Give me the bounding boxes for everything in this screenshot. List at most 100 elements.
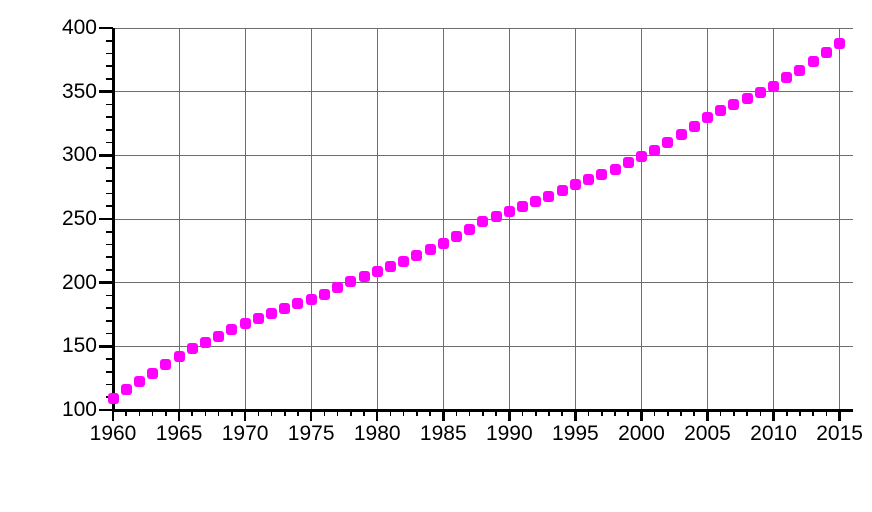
- data-point-1986: [450, 231, 462, 243]
- y-minor-tick-290: [106, 167, 113, 169]
- data-point-2012: [794, 64, 806, 76]
- x-tick-label-1980: 1980: [353, 422, 401, 445]
- data-point-1977: [332, 282, 344, 294]
- x-minor-tick-1962: [138, 410, 141, 416]
- y-minor-tick-140: [106, 358, 113, 360]
- x-minor-tick-1973: [283, 410, 286, 416]
- x-minor-tick-1993: [548, 410, 550, 416]
- data-point-1981: [384, 260, 396, 272]
- y-major-tick-200: [99, 281, 113, 284]
- x-minor-tick-1984: [429, 410, 431, 416]
- x-minor-tick-1976: [323, 410, 326, 416]
- y-minor-tick-240: [106, 230, 113, 233]
- data-point-2013: [807, 55, 819, 67]
- y-minor-tick-170: [106, 320, 113, 322]
- y-minor-tick-210: [106, 269, 113, 271]
- y-minor-tick-280: [106, 180, 113, 182]
- y-minor-tick-130: [106, 371, 113, 373]
- v-gridline-1985: [442, 28, 444, 410]
- h-gridline-300: [113, 154, 853, 156]
- x-minor-tick-2002: [667, 410, 669, 416]
- x-tick-label-2010: 2010: [750, 422, 797, 445]
- x-major-tick-1985: [442, 410, 445, 421]
- data-point-1993: [543, 190, 555, 202]
- data-point-1994: [556, 185, 568, 197]
- y-major-tick-300: [99, 154, 113, 157]
- y-tick-label-350: 350: [61, 79, 97, 103]
- x-minor-tick-2001: [653, 410, 656, 416]
- y-minor-tick-380: [106, 52, 113, 55]
- data-point-1992: [530, 195, 542, 207]
- data-point-1997: [596, 168, 608, 180]
- v-gridline-1965: [178, 28, 180, 410]
- data-point-1970: [239, 317, 251, 329]
- x-minor-tick-1983: [416, 410, 418, 416]
- x-major-tick-1990: [508, 410, 511, 421]
- x-minor-tick-1994: [561, 410, 563, 416]
- x-minor-tick-1982: [402, 410, 405, 416]
- x-major-tick-2015: [838, 410, 841, 421]
- x-minor-tick-1987: [468, 410, 471, 416]
- y-major-tick-400: [99, 26, 113, 30]
- x-minor-tick-2011: [785, 410, 788, 416]
- data-point-1996: [583, 174, 595, 186]
- x-minor-tick-2009: [759, 410, 762, 416]
- data-point-1971: [252, 312, 264, 324]
- x-minor-tick-2012: [799, 410, 801, 416]
- y-minor-tick-360: [106, 78, 113, 80]
- x-minor-tick-1996: [587, 410, 590, 416]
- v-gridline-2005: [706, 28, 708, 410]
- y-tick-label-400: 400: [61, 16, 97, 39]
- y-major-tick-100: [99, 408, 113, 412]
- x-minor-tick-1964: [165, 410, 167, 416]
- y-minor-tick-120: [106, 383, 113, 386]
- x-minor-tick-1986: [455, 410, 458, 416]
- data-point-1991: [517, 200, 529, 212]
- data-point-2008: [741, 92, 753, 104]
- x-major-tick-1960: [111, 410, 115, 421]
- data-point-2011: [781, 72, 793, 84]
- x-minor-tick-1997: [601, 410, 603, 416]
- y-tick-label-300: 300: [61, 143, 97, 167]
- x-minor-tick-1989: [495, 410, 497, 416]
- v-gridline-1970: [244, 28, 246, 410]
- data-point-1964: [160, 358, 172, 370]
- data-point-1989: [490, 210, 502, 222]
- x-tick-label-2015: 2015: [816, 422, 863, 445]
- data-point-2007: [728, 98, 740, 110]
- data-point-1995: [569, 179, 581, 191]
- y-minor-tick-320: [106, 129, 113, 131]
- h-gridline-400: [113, 27, 853, 29]
- v-gridline-2015: [839, 28, 841, 410]
- data-point-1990: [503, 205, 515, 217]
- x-minor-tick-2007: [733, 410, 735, 416]
- x-minor-tick-1988: [482, 410, 484, 416]
- data-point-2009: [754, 87, 766, 99]
- y-minor-tick-340: [106, 103, 113, 106]
- data-point-1962: [133, 376, 145, 388]
- x-major-tick-1975: [309, 410, 313, 421]
- data-point-2002: [662, 137, 674, 149]
- x-minor-tick-1971: [257, 410, 260, 416]
- x-minor-tick-1963: [151, 410, 154, 416]
- x-tick-label-2005: 2005: [684, 422, 731, 445]
- x-minor-tick-1998: [614, 410, 616, 416]
- x-major-tick-1980: [375, 410, 379, 421]
- x-tick-label-1975: 1975: [287, 422, 335, 445]
- y-minor-tick-270: [106, 192, 113, 195]
- y-tick-label-150: 150: [61, 334, 97, 358]
- data-point-1979: [358, 270, 370, 282]
- x-minor-tick-1991: [521, 410, 524, 416]
- v-gridline-1995: [574, 28, 576, 410]
- x-minor-tick-1974: [297, 410, 299, 416]
- x-minor-tick-1961: [125, 410, 127, 416]
- data-point-1960: [107, 393, 119, 405]
- data-point-1967: [199, 337, 211, 348]
- y-major-tick-250: [99, 217, 113, 221]
- data-point-2014: [820, 46, 832, 58]
- data-point-1998: [609, 163, 621, 175]
- data-point-2005: [701, 111, 713, 123]
- v-gridline-1980: [376, 28, 378, 410]
- x-minor-tick-1969: [231, 410, 233, 416]
- v-gridline-1975: [310, 28, 312, 410]
